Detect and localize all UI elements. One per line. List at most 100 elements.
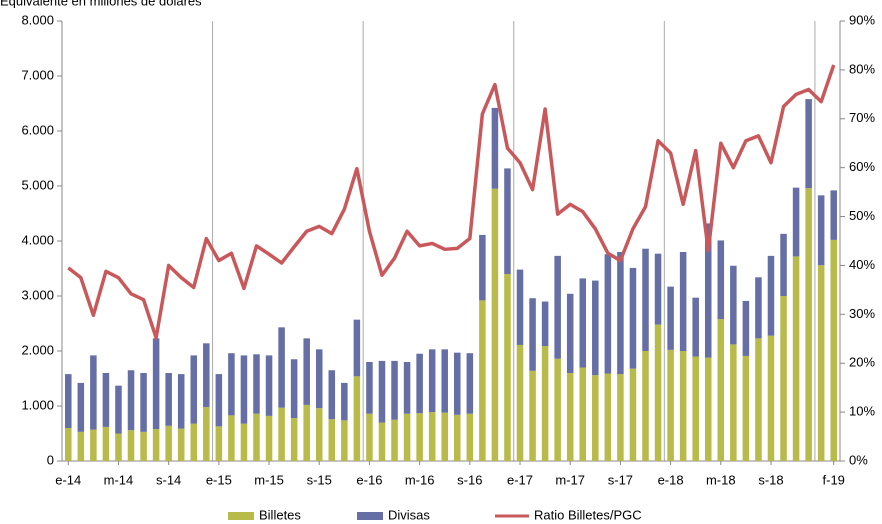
bar [529,370,536,461]
y2-tick-label: 40% [849,257,875,272]
bar [127,430,135,461]
bar [127,370,135,431]
x-tick-label: s-17 [608,472,633,487]
bar [140,373,147,432]
bar [730,344,737,461]
bar [454,352,461,415]
x-tick-label: m-17 [555,472,585,487]
bar [830,239,837,461]
bar [454,414,461,461]
y-tick-label: 6.000 [21,122,54,137]
x-tick-label: m-18 [706,472,736,487]
bar [466,413,474,461]
bar [604,254,612,374]
bar [303,404,310,461]
bar [830,190,837,240]
bar [90,429,97,461]
bar [416,353,423,414]
bar [755,338,762,461]
bar [516,344,524,461]
legend-label: Billetes [259,507,301,522]
bar [203,343,210,408]
bar [253,413,260,461]
y2-tick-label: 50% [849,208,875,223]
bar [592,375,599,461]
bar [717,240,725,320]
y-tick-label: 7.000 [21,67,54,82]
y2-tick-label: 0% [849,452,868,467]
bar [566,373,574,461]
bar [566,293,574,373]
bar [290,418,298,461]
bar [730,265,737,345]
bar [240,355,248,424]
bar [190,355,198,424]
bar [654,253,662,325]
bar [102,426,110,461]
bar [504,168,511,274]
y-tick-label: 3.000 [21,287,54,302]
bar [667,349,674,461]
bar [579,367,587,461]
y2-tick-label: 30% [849,306,875,321]
bar [328,370,336,420]
chart-subtitle: Equivalente en millones de dólares [0,0,202,8]
bar [77,431,85,461]
bar [428,349,436,413]
y-tick-label: 1.000 [21,397,54,412]
bar [403,362,411,414]
bar [315,408,323,461]
bar [152,338,160,430]
bar [604,373,612,461]
bar [140,431,147,461]
legend-label: Ratio Billetes/PGC [534,507,642,522]
y2-tick-label: 10% [849,404,875,419]
y-tick-label: 4.000 [21,232,54,247]
bar [780,233,787,296]
bar [341,382,348,421]
bar [742,355,750,461]
bar [315,349,323,409]
bar [278,327,285,408]
bar [805,188,812,461]
bar [228,353,235,416]
bar [755,277,762,339]
bar [290,359,298,419]
bar [391,360,398,420]
bar [654,324,662,461]
bar [265,415,273,461]
y2-tick-label: 80% [849,61,875,76]
bar [403,413,411,461]
bar [253,354,260,414]
y2-tick-label: 20% [849,355,875,370]
bar [541,346,549,461]
legend-swatch [357,512,383,520]
bar [491,188,499,461]
bar [428,412,436,461]
bar [328,419,336,461]
bar [817,265,825,461]
bar [629,267,637,369]
bar [516,269,524,345]
x-tick-label: e-17 [507,472,533,487]
bar [529,298,536,371]
bar [228,415,235,461]
bar [265,355,273,416]
y-tick-label: 0 [47,452,54,467]
bar [667,286,674,350]
bar [679,351,687,461]
bar [152,429,160,461]
bar [692,297,699,357]
bar [303,338,310,405]
bar [767,335,775,461]
bar [704,223,712,358]
x-tick-label: e-18 [658,472,684,487]
bar [491,107,499,189]
bar [177,428,185,461]
bar [215,426,223,461]
bar [742,300,750,356]
x-tick-label: m-15 [254,472,284,487]
bar [504,274,511,461]
bar [102,373,110,427]
bar [629,368,637,461]
